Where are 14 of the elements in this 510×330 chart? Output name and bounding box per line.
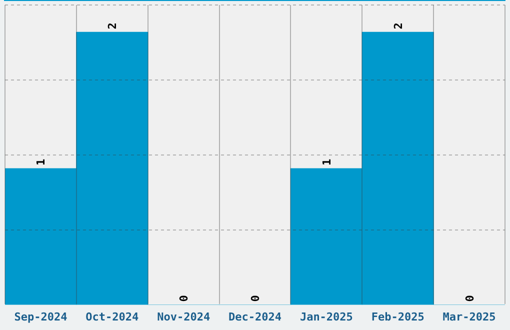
x-tick-label: Sep-2024: [14, 310, 68, 324]
x-tick-label: Jan-2025: [300, 310, 353, 324]
data-label: 2: [392, 22, 405, 30]
data-label: 1: [34, 158, 48, 166]
data-label: 0: [463, 295, 476, 302]
data-label: 1: [320, 158, 334, 166]
x-tick-label: Dec-2024: [228, 310, 282, 324]
x-tick-label: Mar-2025: [442, 310, 496, 324]
data-label: 2: [106, 22, 120, 30]
x-tick-label: Oct-2024: [86, 310, 140, 324]
x-tick-label: Feb-2025: [371, 310, 424, 324]
data-label: 0: [249, 295, 262, 302]
data-label: 0: [178, 295, 191, 302]
x-tick-label: Nov-2024: [157, 310, 210, 324]
